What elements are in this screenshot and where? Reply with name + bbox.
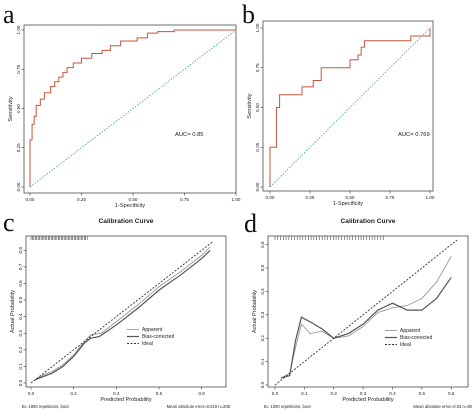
- panel-letter-d: d: [244, 209, 257, 238]
- legend-entry: Bias-corrected: [142, 334, 174, 340]
- y-tick-label: 0.5: [18, 296, 23, 303]
- y-tick-label: 0.75: [16, 64, 21, 73]
- x-tick-label: 0.0: [28, 391, 35, 396]
- footnote-left: B= 1000 repetitions, boot: [22, 404, 70, 409]
- y-tick-label: 0.0: [260, 381, 265, 388]
- plot-frame: [25, 235, 227, 388]
- x-tick-label: 0.2: [331, 391, 338, 396]
- calibration-line-bias-corrected: [35, 249, 211, 381]
- x-tick-label: 0.4: [389, 391, 396, 396]
- y-tick-label: 0.25: [16, 143, 21, 152]
- y-tick-label: 0.8: [18, 247, 23, 254]
- x-tick-label: 0.2: [70, 391, 77, 396]
- y-tick-label: 0.3: [18, 330, 23, 337]
- y-tick-label: 0.3: [260, 311, 265, 318]
- y-tick-label: 0.00: [255, 182, 260, 191]
- chart-panel-a: 0.00 0.25 0.50 0.75 1.00 0.00 0.25 0.50 0.75 1.00…: [8, 24, 241, 209]
- calibration-line-bias-corrected: [280, 277, 452, 379]
- x-tick-label: 0.3: [360, 391, 367, 396]
- x-tick-label: 0.25: [306, 195, 315, 200]
- y-axis-title: Sensitivity: [8, 96, 14, 121]
- legend-entry: Apparent: [142, 327, 163, 333]
- y-tick-label: 0.2: [18, 346, 23, 353]
- calibration-line-ideal: [274, 239, 458, 386]
- y-tick-label: 1.00: [16, 25, 21, 34]
- x-tick-label: 0.50: [129, 197, 138, 202]
- calibration-title: Calibration Curve: [341, 218, 396, 225]
- y-tick-label: 0.25: [255, 142, 260, 151]
- panel-letter-b: b: [242, 0, 255, 29]
- y-tick-label: 0.50: [255, 103, 260, 112]
- roc-curve: [29, 29, 236, 187]
- x-tick-label: 0.25: [77, 197, 86, 202]
- legend-entry: Apparent: [400, 328, 421, 334]
- calibration-line-apparent: [35, 246, 211, 381]
- x-tick-label: 0.1: [301, 391, 308, 396]
- y-tick-label: 0.1: [260, 358, 265, 365]
- y-tick-label: 0.2: [260, 335, 265, 342]
- reference-diagonal: [269, 27, 431, 188]
- legend-entry: Ideal: [400, 342, 411, 348]
- panel-letter-c: c: [3, 208, 15, 237]
- x-tick-label: 0.6: [156, 391, 163, 396]
- y-tick-label: 0.1: [18, 363, 23, 370]
- legend-entry: Ideal: [142, 341, 153, 347]
- chart-panel-c: 0.0 0.2 0.4 0.6 0.8 0.0 0.1 0.2 0.3 0.4 0.5 0.6 0.7 0…: [10, 218, 231, 409]
- x-tick-label: 0.50: [346, 195, 355, 200]
- y-axis-title: Actual Probability: [252, 290, 258, 333]
- y-tick-label: 0.75: [255, 63, 260, 72]
- x-tick-label: 0.8: [198, 391, 205, 396]
- y-tick-label: 0.6: [260, 241, 265, 248]
- x-tick-label: 0.75: [180, 197, 189, 202]
- x-tick-label: 1.00: [232, 197, 241, 202]
- x-tick-label: 0.4: [113, 391, 120, 396]
- x-tick-label: 0.00: [266, 195, 275, 200]
- plot-frame: [23, 24, 237, 194]
- y-tick-label: 0.00: [16, 182, 21, 191]
- x-tick-label: 0.0: [272, 391, 279, 396]
- plot-frame: [267, 235, 469, 388]
- auc-label: AUC= 0.769: [398, 132, 430, 138]
- roc-curve: [269, 28, 431, 187]
- x-axis-title: 1-Specificity: [333, 201, 363, 207]
- plot-frame: [262, 20, 434, 192]
- reference-diagonal: [29, 29, 237, 188]
- y-tick-label: 0.0: [18, 379, 23, 386]
- y-tick-label: 0.50: [16, 104, 21, 113]
- footnote-right: Mean absolute error=0.019 n=208: [167, 404, 231, 409]
- x-tick-label: 1.00: [426, 195, 435, 200]
- x-tick-label: 0.6: [448, 391, 455, 396]
- auc-label: AUC= 0.85: [175, 132, 204, 138]
- y-tick-label: 0.4: [260, 288, 265, 295]
- x-tick-label: 0.75: [386, 195, 395, 200]
- x-axis-title: Predicted Probability: [100, 397, 152, 403]
- footnote-left: B= 1000 repetitions, boot: [264, 404, 312, 409]
- legend-entry: Bias-corrected: [400, 335, 432, 341]
- y-axis-title: Actual Probability: [10, 290, 16, 333]
- y-tick-label: 0.7: [18, 263, 23, 270]
- y-tick-label: 1.00: [255, 23, 260, 32]
- x-tick-label: 0.00: [26, 197, 35, 202]
- calibration-line-ideal: [30, 241, 213, 384]
- calibration-line-apparent: [280, 256, 452, 379]
- footnote-right: Mean absolute error=0.04 n=90: [413, 404, 472, 409]
- y-tick-label: 0.4: [18, 313, 23, 320]
- calibration-title: Calibration Curve: [99, 218, 154, 225]
- y-tick-label: 0.5: [260, 264, 265, 271]
- chart-panel-b: 0.00 0.25 0.50 0.75 1.00 0.00 0.25 0.50 0.75 1.00…: [247, 20, 435, 207]
- chart-panel-d: 0.0 0.1 0.2 0.3 0.4 0.5 0.6 0.0 0.1 0.2 0.3 0.4 0.5 0…: [252, 218, 473, 409]
- x-axis-title: 1-Specificity: [115, 203, 145, 209]
- panel-letter-a: a: [3, 0, 15, 29]
- y-axis-title: Sensitivity: [247, 93, 253, 118]
- y-tick-label: 0.6: [18, 280, 23, 287]
- x-axis-title: Predicted Probability: [342, 397, 394, 403]
- x-tick-label: 0.5: [419, 391, 426, 396]
